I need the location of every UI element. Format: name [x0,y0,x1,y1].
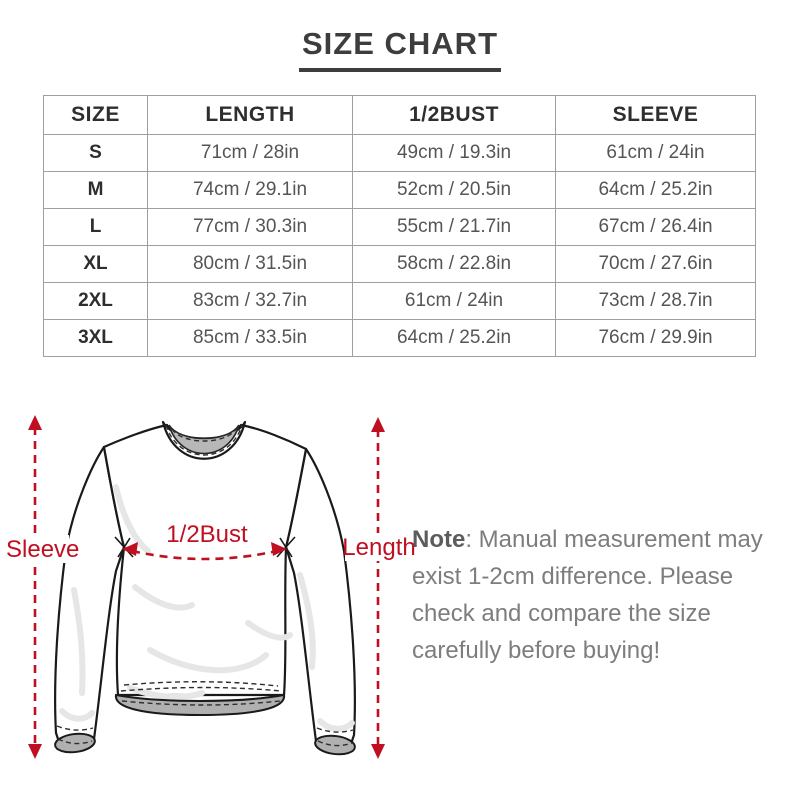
shirt-collar [161,420,247,460]
header-length: LENGTH [147,95,353,135]
size-cell: 3XL [43,319,148,357]
length-label: Length [342,534,415,561]
sleeve-measure-arrow: Sleeve [3,415,79,759]
shirt-hem [114,681,286,717]
length-cell: 80cm / 31.5in [147,245,353,283]
length-cell: 77cm / 30.3in [147,208,353,246]
header-sleeve: SLEEVE [555,95,756,135]
length-cell: 83cm / 32.7in [147,282,353,320]
bust-cell: 52cm / 20.5in [352,171,556,209]
size-chart-table: SIZE LENGTH 1/2BUST SLEEVE S 71cm / 28in… [43,95,756,357]
table-row: S 71cm / 28in 49cm / 19.3in 61cm / 24in [43,134,756,172]
bust-measure-arrow: 1/2Bust [122,521,287,561]
shirt-measurement-diagram: Sleeve Length 1/2Bust [3,415,416,759]
length-cell: 71cm / 28in [147,134,353,172]
note-text: : Manual measurement may exist 1-2cm dif… [412,526,763,664]
table-header-row: SIZE LENGTH 1/2BUST SLEEVE [43,95,756,135]
shirt-cuffs [54,725,356,756]
header-bust: 1/2BUST [352,95,556,135]
bust-cell: 49cm / 19.3in [352,134,556,172]
size-cell: XL [43,245,148,283]
page-title: SIZE CHART [0,26,800,72]
armpit-seams [114,536,296,558]
length-cell: 74cm / 29.1in [147,171,353,209]
size-cell: L [43,208,148,246]
bust-cell: 58cm / 22.8in [352,245,556,283]
table-row: 2XL 83cm / 32.7in 61cm / 24in 73cm / 28.… [43,282,756,320]
table-row: L 77cm / 30.3in 55cm / 21.7in 67cm / 26.… [43,208,756,246]
bust-cell: 55cm / 21.7in [352,208,556,246]
size-cell: M [43,171,148,209]
bust-cell: 61cm / 24in [352,282,556,320]
table-row: 3XL 85cm / 33.5in 64cm / 25.2in 76cm / 2… [43,319,756,357]
sleeve-cell: 70cm / 27.6in [555,245,756,283]
note-label: Note [412,526,466,553]
sleeve-cell: 73cm / 28.7in [555,282,756,320]
bust-cell: 64cm / 25.2in [352,319,556,357]
sleeve-cell: 67cm / 26.4in [555,208,756,246]
sleeve-cell: 61cm / 24in [555,134,756,172]
bust-label: 1/2Bust [166,521,248,548]
length-cell: 85cm / 33.5in [147,319,353,357]
sleeve-label: Sleeve [6,536,79,563]
sleeve-cell: 76cm / 29.9in [555,319,756,357]
sleeve-cell: 64cm / 25.2in [555,171,756,209]
page-title-text: SIZE CHART [299,26,501,72]
table-row: M 74cm / 29.1in 52cm / 20.5in 64cm / 25.… [43,171,756,209]
length-measure-arrow: Length [342,417,416,759]
note: Note: Manual measurement may exist 1-2cm… [412,521,764,669]
table-row: XL 80cm / 31.5in 58cm / 22.8in 70cm / 27… [43,245,756,283]
size-cell: 2XL [43,282,148,320]
header-size: SIZE [43,95,148,135]
size-cell: S [43,134,148,172]
fabric-wrinkles [59,484,355,732]
